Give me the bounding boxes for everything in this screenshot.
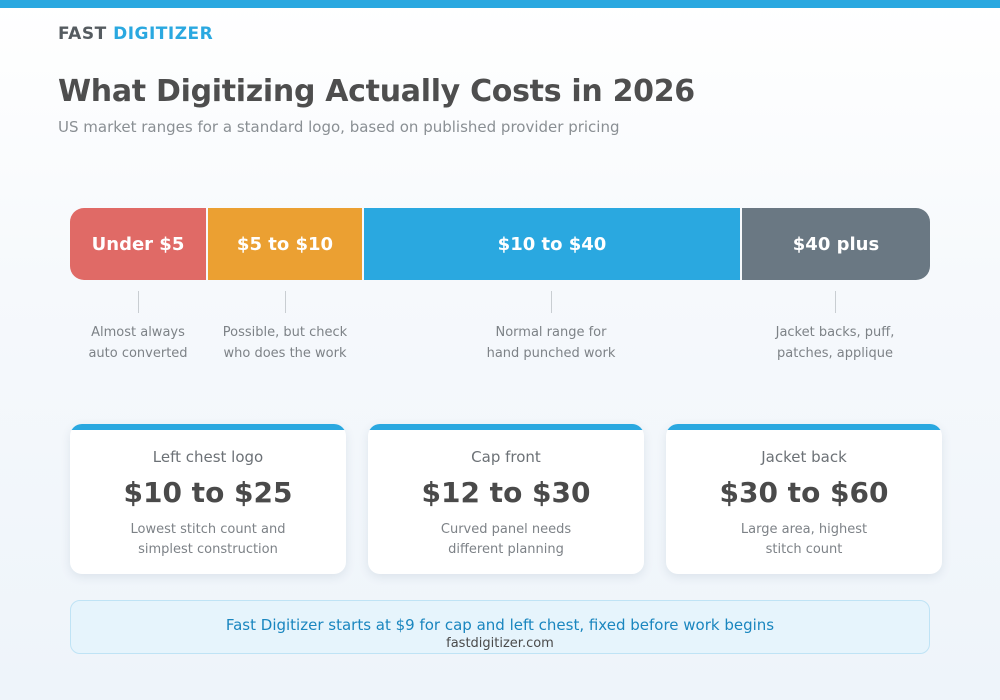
card-label: Left chest logo — [152, 448, 264, 466]
top-accent-bar — [0, 0, 1000, 8]
scale-segment-40-plus: $40 plus — [742, 208, 930, 280]
card-label: Cap front — [471, 448, 541, 466]
scale-segment-5-to-10: $5 to $10 — [208, 208, 362, 280]
scale-note-line: hand punched work — [486, 346, 616, 361]
scale-note-line: auto converted — [88, 346, 188, 361]
card-description: Curved panel needs different planning — [368, 520, 644, 560]
card-description: Large area, highest stitch count — [666, 520, 942, 560]
card-desc-line: stitch count — [765, 542, 843, 557]
card-accent-bar — [666, 424, 942, 430]
page-subtitle: US market ranges for a standard logo, ba… — [58, 118, 620, 136]
card-desc-line: different planning — [448, 542, 564, 557]
cta-url-link[interactable]: fastdigitizer.com — [446, 636, 554, 651]
price-card-left-chest: Left chest logo $10 to $25 Lowest stitch… — [70, 424, 346, 574]
price-card-cap-front: Cap front $12 to $30 Curved panel needs … — [368, 424, 644, 574]
brand-logo: FAST DIGITIZER — [58, 24, 213, 44]
card-price: $10 to $25 — [123, 476, 293, 509]
scale-note-line: Normal range for — [495, 325, 607, 340]
card-desc-line: Curved panel needs — [440, 522, 572, 537]
cta-text: Fast Digitizer starts at $9 for cap and … — [225, 616, 775, 634]
scale-note-40-plus: Jacket backs, puff, patches, applique — [735, 322, 935, 364]
card-accent-bar — [70, 424, 346, 430]
scale-note-under-5: Almost always auto converted — [38, 322, 238, 364]
card-price: $12 to $30 — [421, 476, 591, 509]
scale-note-line: Jacket backs, puff, — [775, 325, 895, 340]
scale-tick-5-to-10 — [285, 291, 286, 313]
brand-word-fast: FAST — [58, 24, 107, 44]
price-card-jacket-back: Jacket back $30 to $60 Large area, highe… — [666, 424, 942, 574]
scale-note-10-to-40: Normal range for hand punched work — [451, 322, 651, 364]
card-label: Jacket back — [761, 448, 847, 466]
scale-note-5-to-10: Possible, but check who does the work — [185, 322, 385, 364]
page-title: What Digitizing Actually Costs in 2026 — [58, 74, 695, 109]
scale-note-line: who does the work — [223, 346, 347, 361]
scale-segment-under-5: Under $5 — [70, 208, 206, 280]
price-scale-bar: Under $5 $5 to $10 $10 to $40 $40 plus — [70, 208, 930, 280]
scale-tick-40-plus — [835, 291, 836, 313]
card-accent-bar — [368, 424, 644, 430]
scale-note-line: Almost always — [91, 325, 185, 340]
cta-banner: Fast Digitizer starts at $9 for cap and … — [70, 600, 930, 654]
card-desc-line: simplest construction — [138, 542, 278, 557]
scale-tick-under-5 — [138, 291, 139, 313]
card-description: Lowest stitch count and simplest constru… — [70, 520, 346, 560]
scale-note-line: patches, applique — [777, 346, 893, 361]
card-price: $30 to $60 — [719, 476, 889, 509]
card-desc-line: Large area, highest — [740, 522, 868, 537]
card-desc-line: Lowest stitch count and — [130, 522, 286, 537]
scale-note-line: Possible, but check — [222, 325, 348, 340]
scale-segment-10-to-40: $10 to $40 — [364, 208, 740, 280]
brand-word-digitizer: DIGITIZER — [113, 24, 214, 44]
scale-tick-10-to-40 — [551, 291, 552, 313]
